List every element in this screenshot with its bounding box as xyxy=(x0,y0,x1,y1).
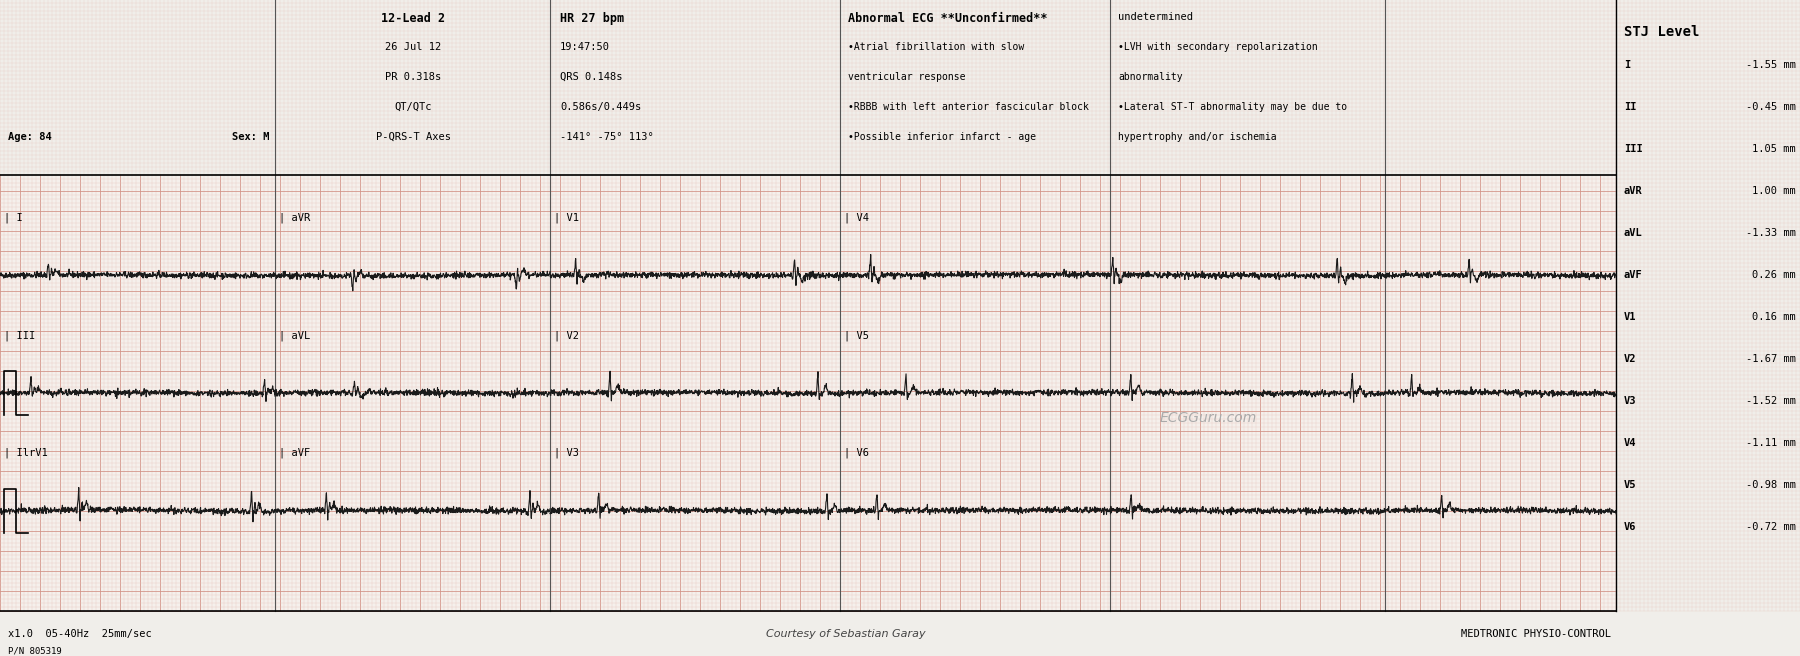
Text: Abnormal ECG **Unconfirmed**: Abnormal ECG **Unconfirmed** xyxy=(848,12,1048,25)
Text: | IlrV1: | IlrV1 xyxy=(4,448,49,459)
Text: 0.586s/0.449s: 0.586s/0.449s xyxy=(560,102,641,112)
Text: 26 Jul 12: 26 Jul 12 xyxy=(385,42,441,52)
Text: 1.05 mm: 1.05 mm xyxy=(1751,144,1796,154)
Text: HR 27 bpm: HR 27 bpm xyxy=(560,12,625,25)
Text: Sex: M: Sex: M xyxy=(232,132,270,142)
Text: Age: 84: Age: 84 xyxy=(7,132,52,142)
Text: STJ Level: STJ Level xyxy=(1624,25,1699,39)
Text: •Lateral ST-T abnormality may be due to: •Lateral ST-T abnormality may be due to xyxy=(1118,102,1346,112)
Text: V1: V1 xyxy=(1624,312,1636,322)
Text: | V6: | V6 xyxy=(844,448,869,459)
Text: -1.67 mm: -1.67 mm xyxy=(1746,354,1796,364)
Text: •Possible inferior infarct - age: •Possible inferior infarct - age xyxy=(848,132,1037,142)
Text: | V2: | V2 xyxy=(554,330,580,340)
Text: | III: | III xyxy=(4,330,36,340)
Text: V6: V6 xyxy=(1624,522,1636,532)
Text: MEDTRONIC PHYSIO-CONTROL: MEDTRONIC PHYSIO-CONTROL xyxy=(1462,629,1611,639)
Text: | I: | I xyxy=(4,213,23,223)
Text: | V4: | V4 xyxy=(844,213,869,223)
Text: II: II xyxy=(1624,102,1636,112)
Text: •RBBB with left anterior fascicular block: •RBBB with left anterior fascicular bloc… xyxy=(848,102,1089,112)
Text: -1.11 mm: -1.11 mm xyxy=(1746,438,1796,448)
Text: PR 0.318s: PR 0.318s xyxy=(385,72,441,82)
Text: -1.33 mm: -1.33 mm xyxy=(1746,228,1796,238)
Text: 0.26 mm: 0.26 mm xyxy=(1751,270,1796,280)
Text: aVR: aVR xyxy=(1624,186,1643,196)
Text: V4: V4 xyxy=(1624,438,1636,448)
Text: | V1: | V1 xyxy=(554,213,580,223)
Text: | V3: | V3 xyxy=(554,448,580,459)
Text: 19:47:50: 19:47:50 xyxy=(560,42,610,52)
Text: V3: V3 xyxy=(1624,396,1636,406)
Text: V5: V5 xyxy=(1624,480,1636,490)
Text: V2: V2 xyxy=(1624,354,1636,364)
Text: abnormality: abnormality xyxy=(1118,72,1183,82)
Text: -1.55 mm: -1.55 mm xyxy=(1746,60,1796,70)
Text: III: III xyxy=(1624,144,1643,154)
Text: QRS 0.148s: QRS 0.148s xyxy=(560,72,623,82)
Text: | aVL: | aVL xyxy=(279,330,310,340)
Text: aVL: aVL xyxy=(1624,228,1643,238)
Text: •LVH with secondary repolarization: •LVH with secondary repolarization xyxy=(1118,42,1318,52)
Bar xyxy=(0,175,1616,611)
Text: Courtesy of Sebastian Garay: Courtesy of Sebastian Garay xyxy=(767,629,925,639)
Text: -0.98 mm: -0.98 mm xyxy=(1746,480,1796,490)
Text: -0.45 mm: -0.45 mm xyxy=(1746,102,1796,112)
Text: | aVR: | aVR xyxy=(279,213,310,223)
Text: aVF: aVF xyxy=(1624,270,1643,280)
Text: -141° -75° 113°: -141° -75° 113° xyxy=(560,132,653,142)
Text: •Atrial fibrillation with slow: •Atrial fibrillation with slow xyxy=(848,42,1024,52)
Text: I: I xyxy=(1624,60,1631,70)
Text: 1.00 mm: 1.00 mm xyxy=(1751,186,1796,196)
Text: -0.72 mm: -0.72 mm xyxy=(1746,522,1796,532)
Text: 0.16 mm: 0.16 mm xyxy=(1751,312,1796,322)
Text: hypertrophy and/or ischemia: hypertrophy and/or ischemia xyxy=(1118,132,1276,142)
Text: P/N 805319: P/N 805319 xyxy=(7,647,61,656)
Text: P-QRS-T Axes: P-QRS-T Axes xyxy=(376,132,450,142)
Text: undetermined: undetermined xyxy=(1118,12,1193,22)
Text: x1.0  05-40Hz  25mm/sec: x1.0 05-40Hz 25mm/sec xyxy=(7,629,151,639)
Text: | V5: | V5 xyxy=(844,330,869,340)
Text: 12-Lead 2: 12-Lead 2 xyxy=(382,12,445,25)
Text: ECGGuru.com: ECGGuru.com xyxy=(1159,411,1256,425)
Text: | aVF: | aVF xyxy=(279,448,310,459)
Text: -1.52 mm: -1.52 mm xyxy=(1746,396,1796,406)
Text: QT/QTc: QT/QTc xyxy=(394,102,432,112)
Text: ventricular response: ventricular response xyxy=(848,72,965,82)
